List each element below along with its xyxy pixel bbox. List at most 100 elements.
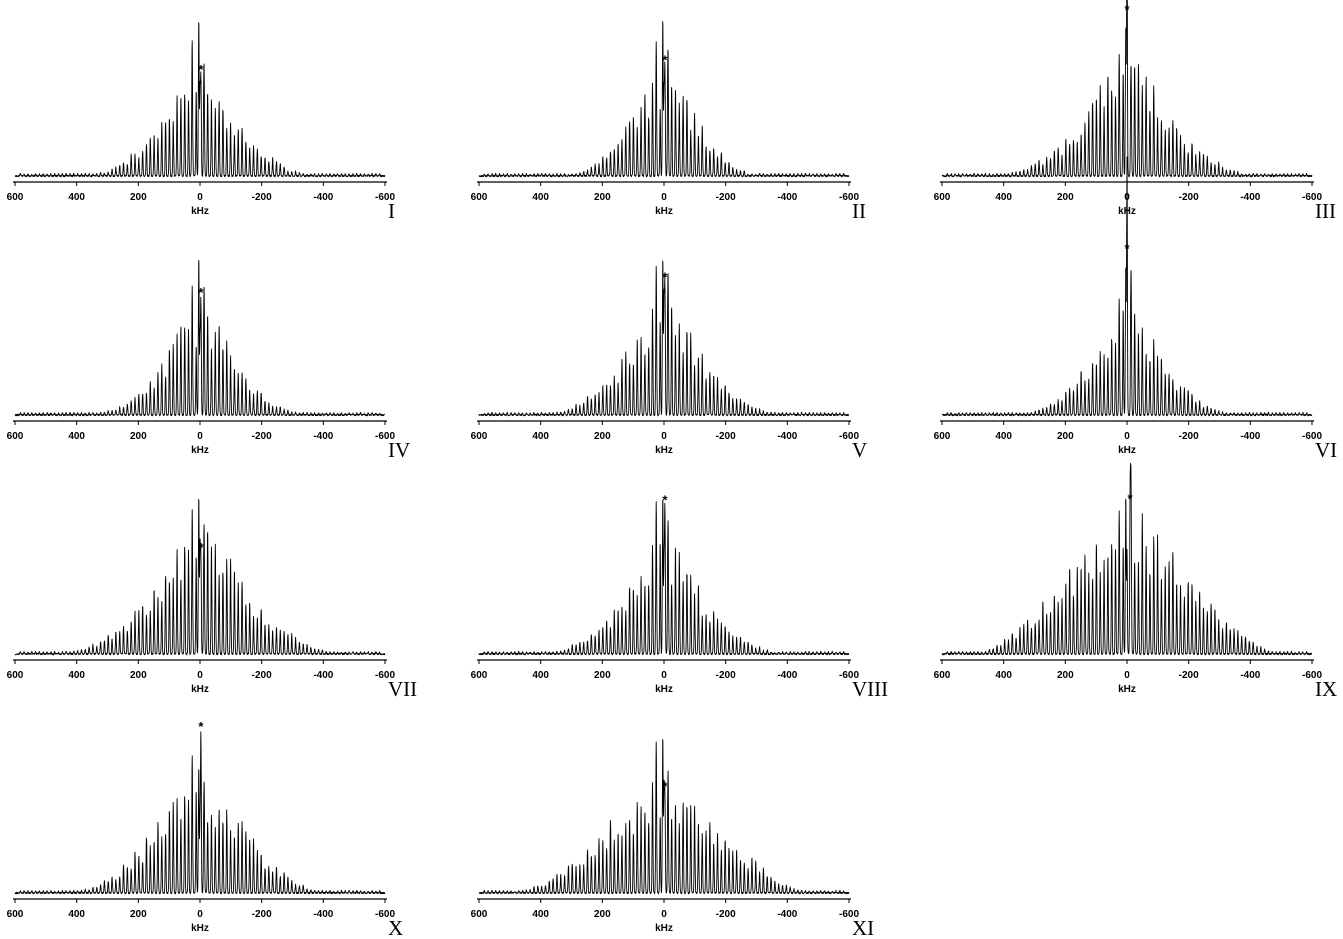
panel-label: V [852,438,867,462]
x-tick-label: -600 [375,670,395,681]
x-tick-label: -400 [313,192,333,203]
x-tick-label: -200 [716,431,736,442]
x-tick-label: -400 [1240,431,1260,442]
x-tick-label: -600 [375,192,395,203]
x-tick-label: 200 [594,670,611,681]
x-tick-label: 600 [471,431,488,442]
x-tick-label: -600 [375,431,395,442]
x-tick-label: 0 [661,192,667,203]
peak-marker: * [1128,491,1134,506]
x-tick-label: 600 [7,909,24,920]
x-tick-label: -600 [1302,670,1322,681]
x-tick-label: -400 [1240,192,1260,203]
x-tick-label: -200 [1179,192,1199,203]
x-tick-label: 200 [594,909,611,920]
x-tick-label: 400 [995,670,1012,681]
spectrum-trace [14,259,386,417]
x-tick-label: 400 [68,431,85,442]
x-tick-label: -200 [252,909,272,920]
x-tick-label: -400 [777,670,797,681]
peak-marker: * [1124,2,1130,17]
x-tick-label: 600 [7,431,24,442]
x-tick-label: -600 [839,192,859,203]
x-tick-label: 200 [1057,431,1074,442]
spectrum-panel-XI: 600 400 200 0 -200 -400 -600 kHz XI * [471,739,874,939]
x-tick-label: 0 [661,909,667,920]
spectrum-panel-VIII: 600 400 200 0 -200 -400 -600 kHz VIII * [471,493,889,701]
x-axis-label: kHz [191,206,209,217]
x-tick-label: 400 [68,192,85,203]
x-tick-label: 600 [471,192,488,203]
x-tick-label: -600 [1302,192,1322,203]
x-tick-label: 200 [130,670,147,681]
x-tick-label: -600 [839,431,859,442]
x-tick-label: -200 [252,431,272,442]
x-tick-label: 400 [995,192,1012,203]
x-tick-label: -400 [313,909,333,920]
x-tick-label: -200 [1179,431,1199,442]
spectrum-trace [478,21,850,178]
x-tick-label: 0 [1124,431,1130,442]
spectrum-trace [14,731,386,895]
x-tick-label: 0 [661,431,667,442]
x-tick-label: 600 [7,670,24,681]
x-tick-label: 0 [197,909,203,920]
x-tick-label: 400 [532,909,549,920]
panel-label: VIII [852,677,888,701]
peak-marker: * [198,285,204,300]
peak-marker: * [662,493,668,508]
x-axis-label: kHz [1118,684,1136,695]
peak-marker: * [662,53,668,68]
spectrum-trace [14,22,386,178]
x-tick-label: 400 [995,431,1012,442]
spectrum-trace [478,499,850,656]
panel-label: I [388,199,395,223]
x-tick-label: 600 [934,192,951,203]
x-tick-label: 400 [532,670,549,681]
x-tick-label: 400 [68,909,85,920]
panel-label: VII [388,677,417,701]
x-tick-label: -200 [716,909,736,920]
x-tick-label: -200 [1179,670,1199,681]
x-axis-label: kHz [655,445,673,456]
x-tick-label: -600 [839,909,859,920]
x-axis-label: kHz [191,445,209,456]
panel-label: III [1315,199,1336,223]
x-tick-label: -400 [313,431,333,442]
x-axis-label: kHz [1118,445,1136,456]
spectrum-panel-V: 600 400 200 0 -200 -400 -600 kHz V * [471,260,867,462]
panel-label: X [388,916,403,939]
spectrum-panel-VI: 600 400 200 0 -200 -400 -600 kHz VI * [934,156,1337,462]
spectrum-trace [478,260,850,417]
spectrum-trace [941,0,1313,178]
x-tick-label: -400 [777,192,797,203]
x-tick-label: 600 [471,670,488,681]
x-tick-label: -600 [1302,431,1322,442]
x-tick-label: 400 [68,670,85,681]
x-tick-label: 200 [1057,670,1074,681]
panel-label: XI [852,916,874,939]
x-tick-label: -400 [777,909,797,920]
peak-marker: * [662,269,668,284]
panel-label: IV [388,438,410,462]
spectrum-trace [478,739,850,895]
x-tick-label: 200 [594,431,611,442]
x-axis-label: kHz [655,206,673,217]
x-axis-label: kHz [191,684,209,695]
x-tick-label: 600 [934,670,951,681]
spectrum-trace [941,156,1313,417]
spectrum-panel-VII: 600 400 200 0 -200 -400 -600 kHz VII * [7,499,417,701]
x-tick-label: 0 [661,670,667,681]
x-axis-label: kHz [655,923,673,934]
x-axis-label: kHz [191,923,209,934]
x-tick-label: 200 [594,192,611,203]
panel-label: IX [1315,677,1337,701]
peak-marker: * [1124,241,1130,256]
spectrum-panel-IV: 600 400 200 0 -200 -400 -600 kHz IV * [7,259,410,462]
x-axis-label: kHz [655,684,673,695]
x-tick-label: -600 [839,670,859,681]
panel-label: II [852,199,866,223]
peak-marker: * [662,779,668,794]
